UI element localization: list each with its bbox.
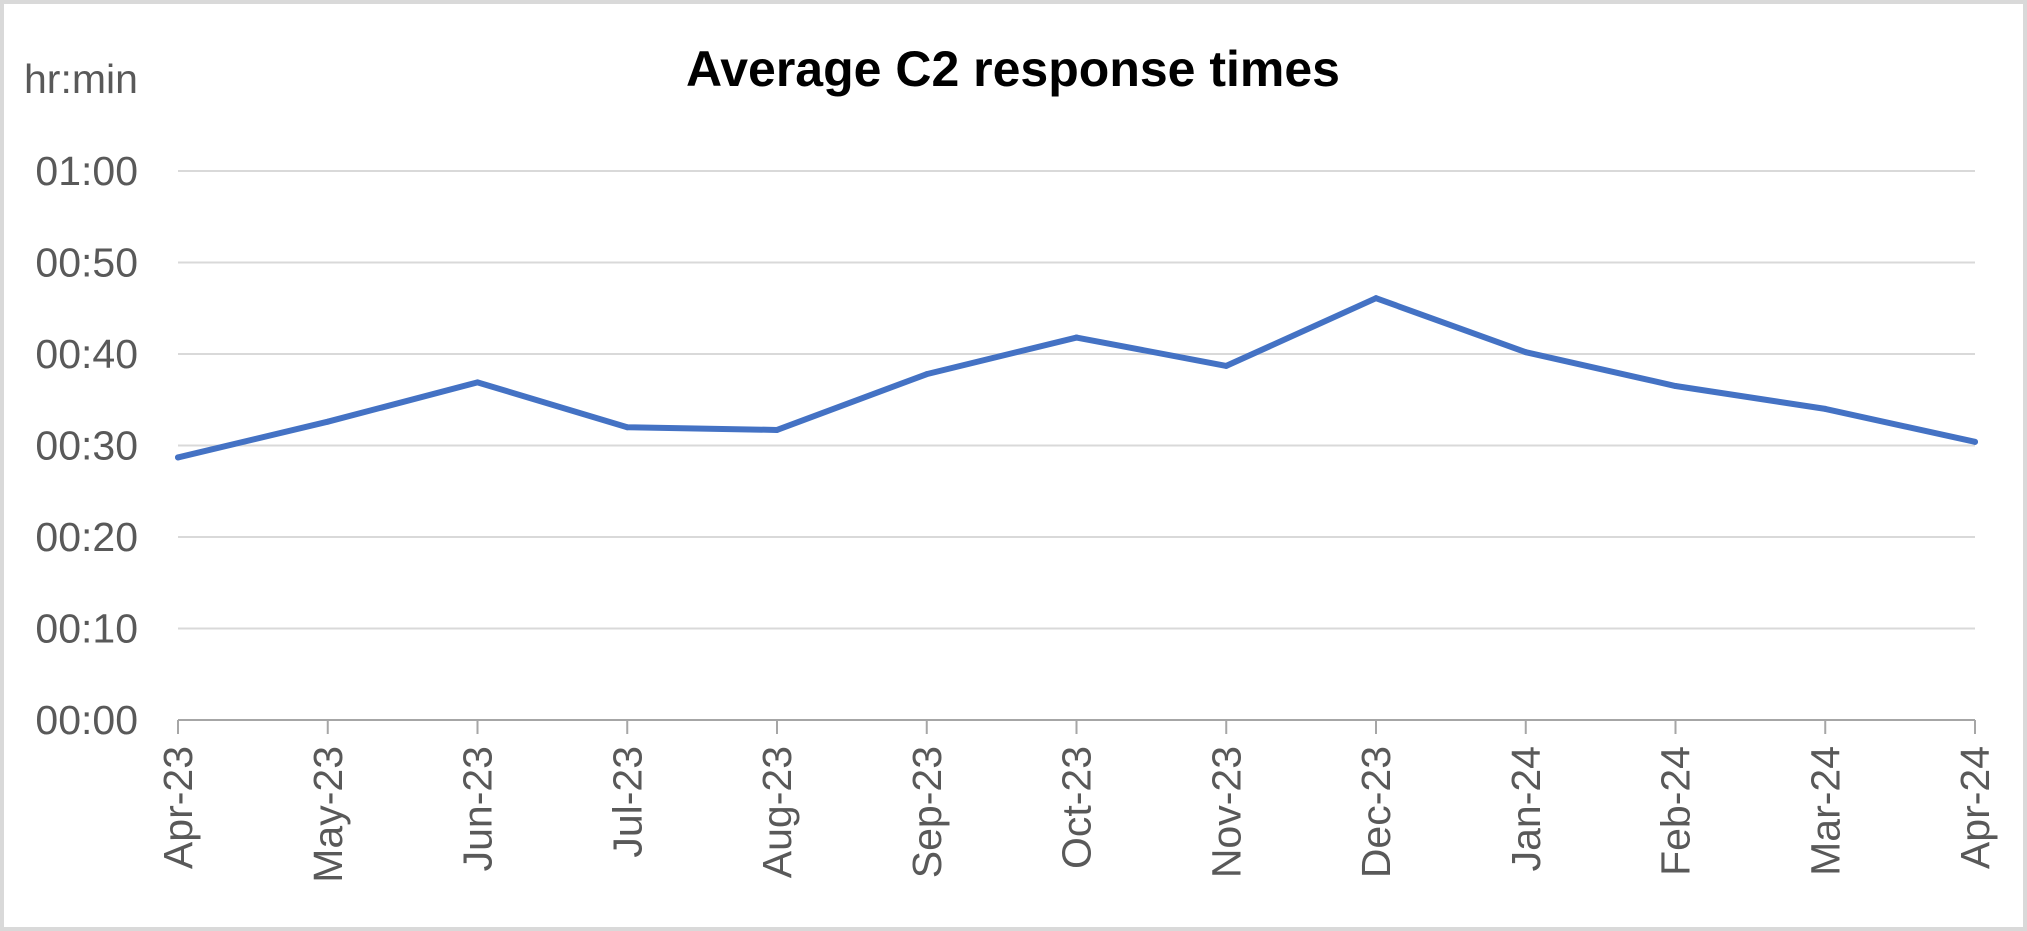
x-tick-label: May-23 xyxy=(305,746,351,883)
data-point xyxy=(474,379,481,386)
y-tick-label: 00:40 xyxy=(35,331,138,377)
y-axis-ticks: 00:00 00:10 00:20 00:30 00:40 00:50 01:00 xyxy=(35,148,138,743)
y-tick-label: 00:30 xyxy=(35,423,138,469)
data-point xyxy=(1672,383,1679,390)
x-tick-label: Dec-23 xyxy=(1353,746,1399,878)
gridlines xyxy=(178,170,1975,630)
data-point xyxy=(774,426,780,433)
data-point xyxy=(1822,405,1829,412)
series xyxy=(175,295,1978,461)
data-point xyxy=(1373,295,1379,302)
chart-title: Average C2 response times xyxy=(686,41,1340,97)
data-point xyxy=(1972,438,1978,445)
x-tick-label: Apr-24 xyxy=(1952,746,1998,869)
x-tick-label: Jan-24 xyxy=(1503,746,1549,871)
y-axis-label: hr:min xyxy=(24,56,138,102)
x-tick-label: Mar-24 xyxy=(1802,746,1848,876)
y-tick-label: 00:50 xyxy=(35,240,138,286)
x-axis-ticks: Apr-23 May-23 Jun-23 Jul-23 Aug-23 Sep-23 Oct-… xyxy=(155,720,1998,883)
x-tick-label: Oct-23 xyxy=(1054,746,1100,869)
x-tick-label: Jul-23 xyxy=(604,746,650,858)
y-tick-label: 00:10 xyxy=(35,606,138,652)
data-point xyxy=(175,454,181,461)
data-point xyxy=(923,371,930,378)
x-tick-label: Jun-23 xyxy=(455,746,501,871)
series-line xyxy=(175,295,1978,461)
x-tick-label: Apr-23 xyxy=(155,746,201,869)
y-tick-label: 00:20 xyxy=(35,514,138,560)
data-point xyxy=(324,418,331,425)
data-point xyxy=(1522,349,1529,356)
data-point xyxy=(624,424,631,431)
x-tick-label: Sep-23 xyxy=(904,746,950,878)
x-tick-label: Nov-23 xyxy=(1203,746,1249,878)
x-tick-label: Aug-23 xyxy=(754,746,800,878)
data-point xyxy=(1223,362,1230,369)
x-tick-label: Feb-24 xyxy=(1653,746,1699,876)
y-tick-label: 01:00 xyxy=(35,148,138,194)
y-tick-label: 00:00 xyxy=(35,697,138,743)
data-point xyxy=(1073,334,1080,341)
